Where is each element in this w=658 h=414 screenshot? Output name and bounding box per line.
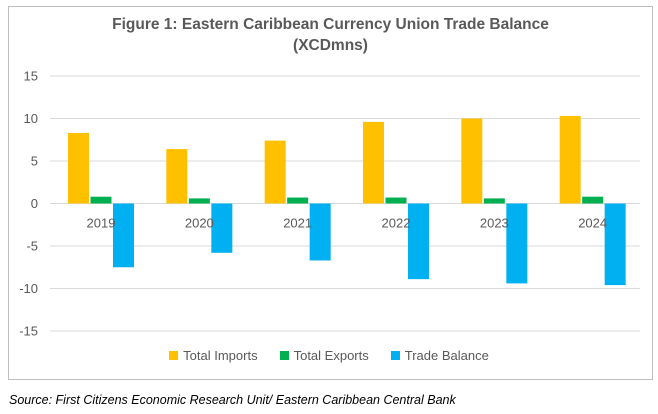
legend: Total Imports Total Exports Trade Balance: [0, 348, 658, 363]
y-tick-label: 10: [24, 111, 38, 126]
gridlines: [50, 75, 640, 332]
x-axis-ticks: 2019 2020 2021 2022 2023 2024: [87, 216, 608, 231]
x-tick-label: 2024: [578, 216, 607, 231]
x-tick-label: 2019: [87, 216, 116, 231]
bar-trade-balance-2020: [211, 203, 233, 253]
bar-trade-balance-2023: [506, 203, 528, 284]
y-tick-label: 5: [31, 154, 38, 169]
y-tick-label: -10: [19, 281, 38, 296]
bar-trade-balance-2019: [113, 203, 134, 268]
bar-trade-balance-2022: [408, 203, 429, 280]
y-tick-label: -5: [26, 239, 38, 254]
bar-total-exports-2019: [90, 196, 112, 204]
legend-item-total-exports: Total Exports: [279, 348, 369, 363]
legend-item-trade-balance: Trade Balance: [390, 348, 489, 363]
legend-item-total-imports: Total Imports: [169, 348, 258, 363]
legend-swatch: [279, 351, 289, 360]
bar-total-exports-2024: [582, 196, 604, 204]
bar-total-exports-2021: [287, 197, 309, 204]
bar-total-exports-2023: [483, 198, 505, 204]
x-tick-label: 2022: [382, 216, 411, 231]
legend-label: Total Exports: [293, 348, 369, 363]
y-axis-ticks: 15 10 5 0 -5 -10 -15: [19, 69, 38, 339]
chart-frame: [8, 6, 653, 380]
chart-subtitle: (XCDmns): [293, 37, 368, 54]
legend-swatch: [390, 351, 400, 360]
legend-label: Trade Balance: [404, 348, 489, 363]
bar-total-imports-2023: [461, 118, 483, 204]
legend-label: Total Imports: [183, 348, 258, 363]
chart-title-block: Figure 1: Eastern Caribbean Currency Uni…: [8, 14, 653, 56]
chart-title: Figure 1: Eastern Caribbean Currency Uni…: [112, 16, 549, 33]
bar-total-exports-2020: [188, 198, 210, 204]
bar-trade-balance-2024: [604, 203, 626, 286]
bar-total-exports-2022: [385, 197, 407, 204]
bar-total-imports-2019: [68, 132, 89, 204]
y-tick-label: -15: [19, 324, 38, 339]
bar-total-imports-2021: [264, 140, 286, 204]
bar-total-imports-2022: [363, 121, 384, 204]
source-note: Source: First Citizens Economic Research…: [9, 393, 456, 407]
bars: [68, 115, 626, 286]
x-tick-label: 2020: [185, 216, 214, 231]
y-tick-label: 0: [31, 196, 38, 211]
x-tick-label: 2023: [480, 216, 509, 231]
x-tick-label: 2021: [283, 216, 312, 231]
y-tick-label: 15: [24, 69, 38, 84]
bar-total-imports-2024: [559, 115, 581, 204]
bar-trade-balance-2021: [309, 203, 331, 261]
bar-total-imports-2020: [166, 149, 188, 204]
legend-swatch: [169, 351, 179, 360]
